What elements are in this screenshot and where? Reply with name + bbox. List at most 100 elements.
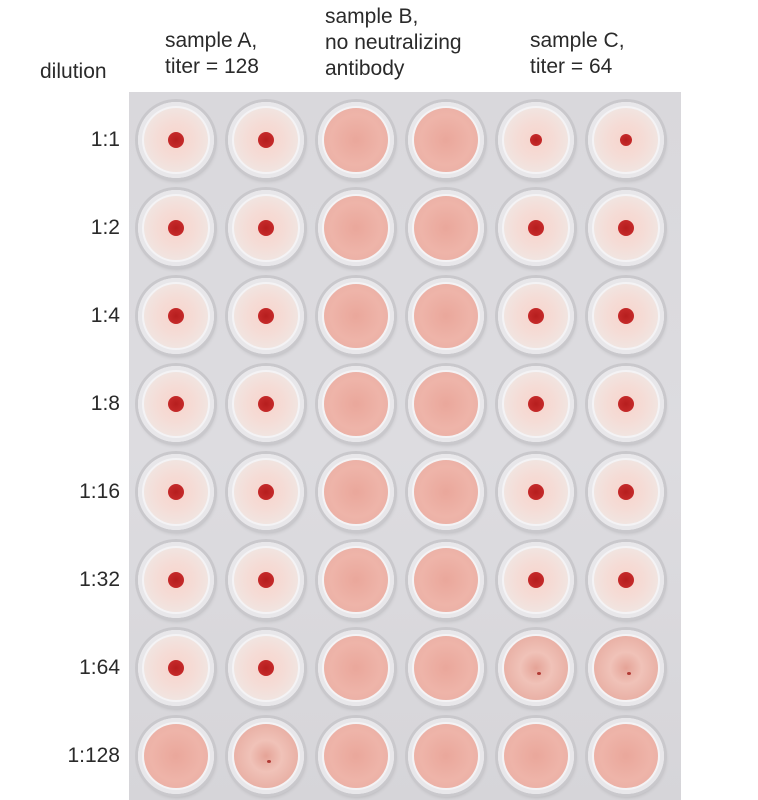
rbc-button-dot [258,572,274,588]
button-pellet [504,108,568,172]
well [408,366,484,442]
agglutination-lattice [414,548,478,612]
button-pellet [234,196,298,260]
rbc-button-dot [528,396,544,412]
agglutination-lattice [414,636,478,700]
well [318,190,394,266]
well [588,630,664,706]
rbc-fleck [627,671,632,675]
rbc-button-dot [258,484,274,500]
button-pellet [144,636,208,700]
sample-c-header: sample C, titer = 64 [530,28,625,80]
sample-a-header: sample A, titer = 128 [165,28,259,80]
sample-b-line2: no neutralizing [325,31,462,54]
well [408,190,484,266]
well [588,278,664,354]
well [228,278,304,354]
well [138,454,214,530]
dilution-label: 1:2 [90,216,120,239]
button-pellet [504,460,568,524]
sample-a-title: sample A, [165,29,258,52]
rbc-button-dot [168,572,184,588]
well [408,454,484,530]
well [318,630,394,706]
agglutination-lattice [324,724,388,788]
well [588,542,664,618]
agglutination-lattice [324,460,388,524]
rbc-button-dot [258,660,274,676]
button-pellet [234,548,298,612]
well [228,542,304,618]
well [588,718,664,794]
well [588,102,664,178]
rbc-button-dot [618,220,634,236]
button-pellet [234,284,298,348]
agglutination-lattice [324,108,388,172]
button-pellet [504,548,568,612]
well [318,278,394,354]
well [138,718,214,794]
well [228,718,304,794]
well [318,454,394,530]
agglutination-lattice [144,724,208,788]
agglutination-lattice [594,724,658,788]
button-pellet [144,196,208,260]
well [138,278,214,354]
button-pellet [594,548,658,612]
button-pellet [144,548,208,612]
button-pellet [504,372,568,436]
well [138,630,214,706]
rbc-button-dot [528,220,544,236]
rbc-fleck [267,759,272,763]
button-pellet [594,372,658,436]
rbc-fleck [537,671,542,675]
sample-b-line3: antibody [325,57,405,80]
well [318,366,394,442]
rbc-button-dot [168,396,184,412]
sample-c-titer: titer = 64 [530,55,613,78]
well [498,454,574,530]
partial-agglutination [234,724,298,788]
agglutination-lattice [324,636,388,700]
well [498,366,574,442]
rbc-button-dot [258,220,274,236]
button-pellet [234,108,298,172]
well [318,102,394,178]
button-pellet [594,460,658,524]
rbc-button-dot [618,484,634,500]
dilution-label: 1:128 [67,744,120,767]
dilution-label: 1:4 [90,304,120,327]
rbc-button-dot [258,396,274,412]
sample-c-title: sample C, [530,29,625,52]
sample-b-header: sample B, no neutralizing antibody [325,4,462,82]
rbc-button-dot [168,132,184,148]
well [588,454,664,530]
well [228,366,304,442]
agglutination-lattice [414,108,478,172]
microtiter-plate [129,92,681,800]
rbc-button-dot [258,132,274,148]
rbc-button-dot [618,396,634,412]
rbc-button-dot [168,660,184,676]
agglutination-lattice [324,284,388,348]
dilution-label: 1:8 [90,392,120,415]
well [498,278,574,354]
well [408,542,484,618]
well [498,718,574,794]
rbc-button-dot [258,308,274,324]
dilution-label: 1:64 [79,656,120,679]
well [408,278,484,354]
well [498,102,574,178]
button-pellet [144,284,208,348]
rbc-button-dot [530,134,542,146]
well [408,718,484,794]
button-pellet [594,108,658,172]
button-pellet [234,460,298,524]
well [228,454,304,530]
dilution-label: 1:1 [90,128,120,151]
well [228,102,304,178]
partial-agglutination [594,636,658,700]
agglutination-lattice [324,196,388,260]
agglutination-lattice [414,284,478,348]
button-pellet [234,372,298,436]
